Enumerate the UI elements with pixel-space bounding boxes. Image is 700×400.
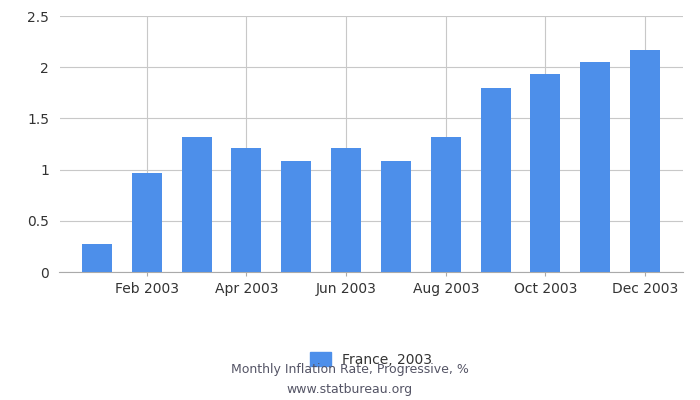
Bar (630, 50, 660, 272)
Bar (132, 173, 162, 272)
Bar (580, 62, 610, 272)
Bar (430, 137, 461, 272)
Text: www.statbureau.org: www.statbureau.org (287, 384, 413, 396)
Bar (82, 244, 112, 272)
Bar (181, 137, 211, 272)
Bar (331, 148, 361, 272)
Bar (531, 74, 561, 272)
Legend: France, 2003: France, 2003 (304, 347, 438, 372)
Bar (232, 148, 261, 272)
Bar (281, 162, 312, 272)
Bar (381, 162, 411, 272)
Bar (481, 88, 510, 272)
Text: Monthly Inflation Rate, Progressive, %: Monthly Inflation Rate, Progressive, % (231, 364, 469, 376)
